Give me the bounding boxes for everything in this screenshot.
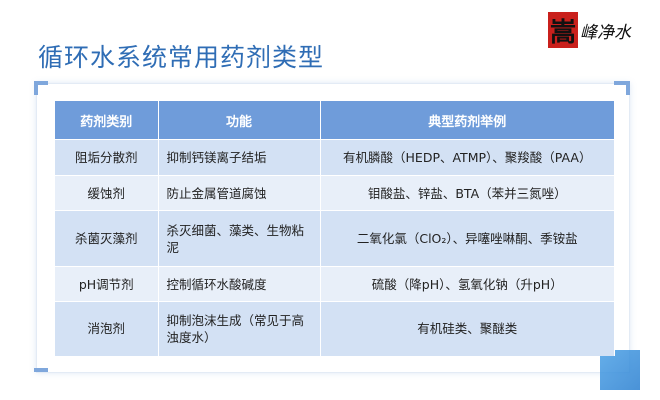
header-function: 功能 xyxy=(158,101,321,140)
cell-function: 抑制泡沫生成（常见于高浊度水） xyxy=(158,301,321,356)
header-category: 药剂类别 xyxy=(55,101,159,140)
corner-decoration xyxy=(34,368,48,372)
brand-logo: 嵩 峰净水 xyxy=(548,12,631,48)
cell-examples: 有机硅类、聚醚类 xyxy=(320,301,615,356)
corner-decoration xyxy=(614,81,628,85)
header-examples: 典型药剂举例 xyxy=(320,101,615,140)
logo-seal: 嵩 xyxy=(548,12,578,48)
cell-category: 杀菌灭藻剂 xyxy=(55,210,159,267)
cell-category: pH调节剂 xyxy=(55,266,159,302)
cell-examples: 二氧化氯（ClO₂）、异噻唑啉酮、季铵盐 xyxy=(320,210,615,267)
corner-decoration xyxy=(34,81,38,95)
cell-examples: 硫酸（降pH）、氢氧化钠（升pH） xyxy=(320,266,615,302)
corner-decoration xyxy=(34,81,48,85)
cell-function: 抑制钙镁离子结垢 xyxy=(158,139,321,176)
agent-types-table: 药剂类别 功能 典型药剂举例 阻垢分散剂 抑制钙镁离子结垢 有机膦酸（HEDP、… xyxy=(55,101,615,356)
corner-square-decoration xyxy=(600,350,640,390)
cell-function: 防止金属管道腐蚀 xyxy=(158,175,321,211)
table-header-row: 药剂类别 功能 典型药剂举例 xyxy=(55,101,615,140)
page-title: 循环水系统常用药剂类型 xyxy=(38,43,325,72)
logo-text: 峰净水 xyxy=(580,22,631,43)
corner-decoration xyxy=(626,81,630,95)
cell-function: 控制循环水酸碱度 xyxy=(158,266,321,302)
table-row: pH调节剂 控制循环水酸碱度 硫酸（降pH）、氢氧化钠（升pH） xyxy=(55,266,615,302)
cell-category: 阻垢分散剂 xyxy=(55,139,159,176)
cell-category: 消泡剂 xyxy=(55,301,159,356)
cell-examples: 钼酸盐、锌盐、BTA（苯并三氮唑） xyxy=(320,175,615,211)
table-row: 消泡剂 抑制泡沫生成（常见于高浊度水） 有机硅类、聚醚类 xyxy=(55,301,615,356)
cell-function: 杀灭细菌、藻类、生物粘泥 xyxy=(158,210,321,267)
table-row: 杀菌灭藻剂 杀灭细菌、藻类、生物粘泥 二氧化氯（ClO₂）、异噻唑啉酮、季铵盐 xyxy=(55,210,615,267)
table-row: 缓蚀剂 防止金属管道腐蚀 钼酸盐、锌盐、BTA（苯并三氮唑） xyxy=(55,175,615,211)
cell-category: 缓蚀剂 xyxy=(55,175,159,211)
table-row: 阻垢分散剂 抑制钙镁离子结垢 有机膦酸（HEDP、ATMP）、聚羧酸（PAA） xyxy=(55,139,615,176)
cell-examples: 有机膦酸（HEDP、ATMP）、聚羧酸（PAA） xyxy=(320,139,615,176)
